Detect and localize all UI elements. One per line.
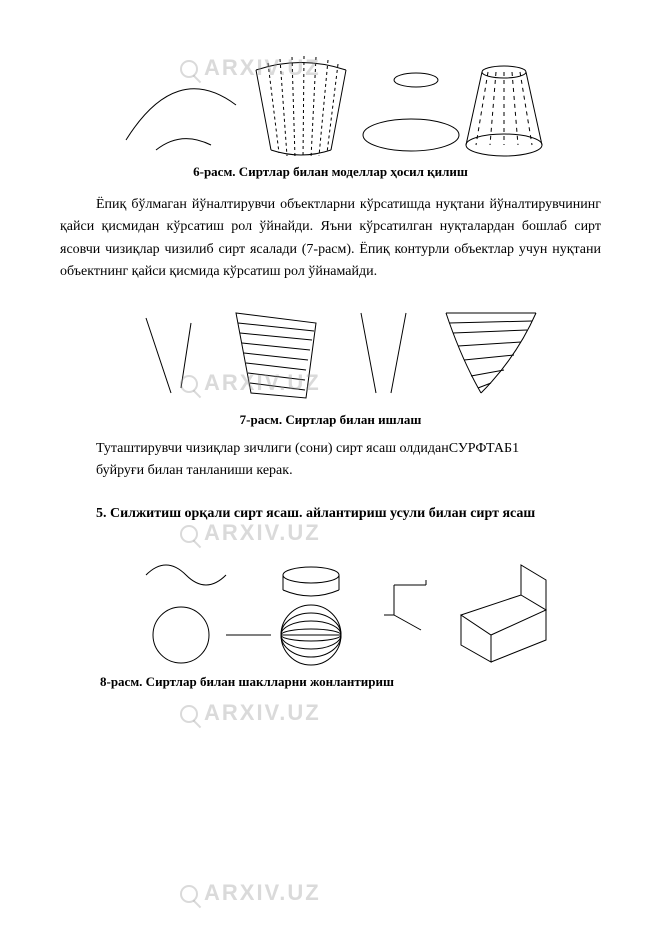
figure-6-svg	[116, 50, 546, 160]
section-5-heading: 5. Силжитиш орқали сирт ясаш. айлантириш…	[60, 506, 601, 522]
figure-6-caption: 6-расм. Сиртлар билан моделлар ҳосил қил…	[60, 164, 601, 180]
watermark: ARXIV.UZ	[180, 880, 321, 906]
figure-7-svg	[116, 298, 546, 408]
paragraph-2-line2: буйруғи билан танланиши керак.	[96, 463, 293, 478]
paragraph-1: Ёпиқ бўлмаган йўналтирувчи объектларни к…	[60, 194, 601, 284]
paragraph-2: Туташтирувчи чизиқлар зичлиги (сони) сир…	[96, 438, 601, 483]
paragraph-2-line1: Туташтирувчи чизиқлар зичлиги (сони) сир…	[96, 441, 519, 456]
watermark: ARXIV.UZ	[180, 700, 321, 726]
figure-7-caption: 7-расм. Сиртлар билан ишлаш	[60, 412, 601, 428]
watermark-text: ARXIV.UZ	[204, 700, 321, 725]
figure-6: 6-расм. Сиртлар билан моделлар ҳосил қил…	[60, 50, 601, 180]
figure-8-caption: 8-расм. Сиртлар билан шаклларни жонланти…	[100, 674, 601, 690]
figure-8: 8-расм. Сиртлар билан шаклларни жонланти…	[80, 540, 601, 690]
figure-8-svg	[126, 540, 556, 670]
figure-7: 7-расм. Сиртлар билан ишлаш	[60, 298, 601, 428]
watermark-text: ARXIV.UZ	[204, 880, 321, 905]
